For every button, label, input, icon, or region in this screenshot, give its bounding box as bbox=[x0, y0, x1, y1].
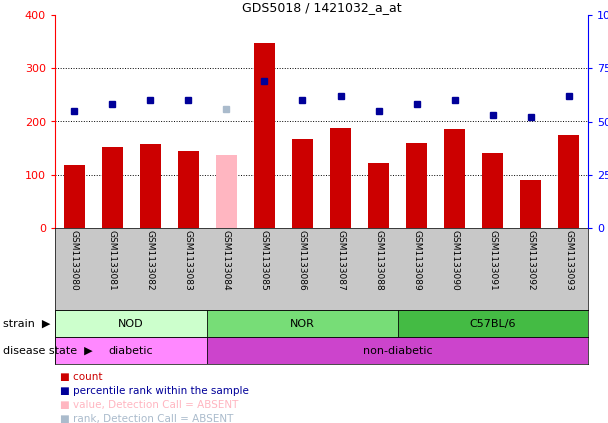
Text: C57BL/6: C57BL/6 bbox=[469, 319, 516, 329]
Bar bbox=[207, 337, 588, 364]
Bar bbox=[55, 310, 207, 337]
Bar bbox=[368, 163, 389, 228]
Text: GSM1133085: GSM1133085 bbox=[260, 231, 269, 291]
Text: GSM1133087: GSM1133087 bbox=[336, 231, 345, 291]
Text: GSM1133089: GSM1133089 bbox=[412, 231, 421, 291]
Text: GSM1133093: GSM1133093 bbox=[564, 231, 573, 291]
Text: GSM1133082: GSM1133082 bbox=[146, 231, 154, 291]
Bar bbox=[559, 135, 579, 228]
Text: GSM1133091: GSM1133091 bbox=[488, 231, 497, 291]
Text: GSM1133088: GSM1133088 bbox=[374, 231, 383, 291]
Bar bbox=[140, 144, 161, 228]
Text: GSM1133080: GSM1133080 bbox=[69, 231, 78, 291]
Bar bbox=[207, 310, 398, 337]
Text: non-diabetic: non-diabetic bbox=[363, 346, 432, 355]
Text: ■ count: ■ count bbox=[60, 372, 103, 382]
Bar bbox=[178, 151, 199, 228]
Bar bbox=[55, 337, 207, 364]
Text: diabetic: diabetic bbox=[109, 346, 153, 355]
Bar bbox=[292, 139, 313, 228]
Text: ■ percentile rank within the sample: ■ percentile rank within the sample bbox=[60, 386, 249, 396]
Text: GSM1133092: GSM1133092 bbox=[527, 231, 536, 291]
Text: NOD: NOD bbox=[119, 319, 144, 329]
Title: GDS5018 / 1421032_a_at: GDS5018 / 1421032_a_at bbox=[242, 1, 401, 14]
Bar bbox=[64, 165, 85, 228]
Bar bbox=[216, 155, 237, 228]
Text: ■ value, Detection Call = ABSENT: ■ value, Detection Call = ABSENT bbox=[60, 400, 238, 410]
Text: GSM1133086: GSM1133086 bbox=[298, 231, 307, 291]
Bar bbox=[406, 143, 427, 228]
Text: ■ rank, Detection Call = ABSENT: ■ rank, Detection Call = ABSENT bbox=[60, 414, 233, 423]
Text: GSM1133084: GSM1133084 bbox=[222, 231, 231, 291]
Bar bbox=[102, 147, 123, 228]
Bar bbox=[254, 43, 275, 228]
Bar bbox=[444, 129, 465, 228]
Text: disease state  ▶: disease state ▶ bbox=[3, 346, 92, 355]
Text: GSM1133083: GSM1133083 bbox=[184, 231, 193, 291]
Text: NOR: NOR bbox=[290, 319, 315, 329]
Text: strain  ▶: strain ▶ bbox=[3, 319, 50, 329]
Bar bbox=[520, 180, 541, 228]
Bar bbox=[330, 128, 351, 228]
Bar bbox=[482, 154, 503, 228]
Text: GSM1133090: GSM1133090 bbox=[451, 231, 459, 291]
Text: GSM1133081: GSM1133081 bbox=[108, 231, 117, 291]
Bar bbox=[398, 310, 588, 337]
